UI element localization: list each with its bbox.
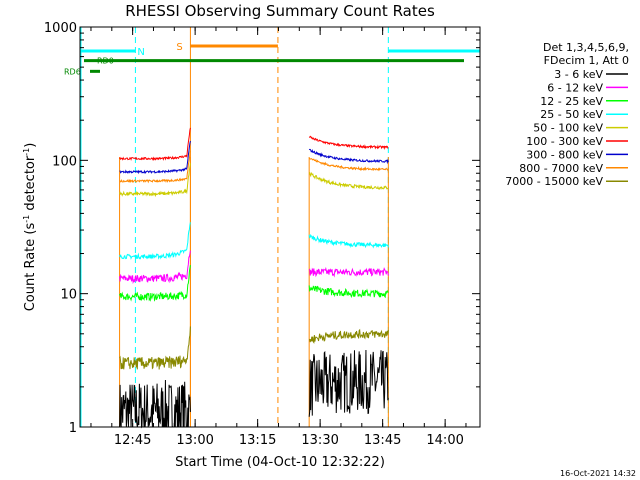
- y-tick-label: 100: [52, 154, 77, 169]
- series-line-3-segment-0: [119, 222, 191, 261]
- series-line-6-segment-0: [119, 140, 191, 175]
- night-flag-label: N: [137, 47, 144, 58]
- plot-frame: [79, 26, 481, 428]
- legend-entry-label: 800 - 7000 keV: [519, 162, 603, 175]
- series-line-3-segment-1: [308, 233, 389, 249]
- plot-area: N S RD0 RD6 12:45 13:00 13:15 13:30 13:45 14:00 1…: [44, 21, 481, 448]
- y-tick-label: 1: [69, 421, 77, 436]
- series-line-2-segment-0: [119, 265, 191, 302]
- legend-entry-label: 300 - 800 keV: [526, 148, 603, 161]
- x-tick-label: 14:00: [426, 433, 463, 448]
- y-tick-label: 1000: [44, 21, 77, 36]
- series-line-2-segment-1: [308, 285, 389, 299]
- y-tick-label: 10: [60, 288, 77, 303]
- series-line-7-segment-0: [119, 150, 191, 184]
- rd0-flag-label: RD0: [97, 57, 114, 66]
- legend-entry-label: 25 - 50 keV: [540, 108, 603, 121]
- series-line-1-segment-1: [308, 266, 389, 278]
- legend-header-line-1: Det 1,3,4,5,6,9,: [543, 41, 629, 54]
- rd6-flag-label: RD6: [64, 67, 81, 76]
- y-axis-label: Count Rate (s-1 detector-1): [22, 143, 38, 312]
- legend-entry-label: 7000 - 15000 keV: [505, 175, 603, 188]
- series-line-8-segment-0: [119, 326, 191, 370]
- legend-entry-label: 50 - 100 keV: [533, 122, 603, 135]
- legend-entry-label: 100 - 300 keV: [526, 135, 603, 148]
- series-line-5-segment-0: [119, 127, 191, 161]
- saa-flag-label: S: [176, 42, 182, 53]
- series-line-4-segment-0: [119, 163, 191, 198]
- legend: Det 1,3,4,5,6,9, FDecim 1, Att 0 3 - 6 k…: [505, 41, 629, 188]
- series-line-1-segment-0: [119, 250, 191, 284]
- x-tick-label: 13:15: [239, 433, 276, 448]
- x-tick-label: 12:45: [114, 433, 151, 448]
- chart-title: RHESSI Observing Summary Count Rates: [125, 2, 435, 20]
- series-line-5-segment-1: [308, 135, 389, 150]
- x-tick-label: 13:45: [364, 433, 401, 448]
- legend-entry-label: 3 - 6 keV: [554, 68, 603, 81]
- x-tick-label: 13:00: [176, 433, 213, 448]
- series-line-6-segment-1: [308, 148, 389, 165]
- legend-entry-label: 12 - 25 keV: [540, 95, 603, 108]
- series-line-7-segment-1: [308, 157, 389, 172]
- series-line-0-segment-1: [308, 350, 389, 417]
- footer-date: 16-Oct-2021 14:32: [560, 469, 636, 478]
- x-tick-label: 13:30: [301, 433, 338, 448]
- x-axis-label: Start Time (04-Oct-10 12:32:22): [175, 455, 385, 470]
- series-line-4-segment-1: [308, 171, 389, 191]
- series-line-8-segment-1: [309, 328, 389, 344]
- legend-header-line-2: FDecim 1, Att 0: [544, 54, 629, 67]
- series-line-0-segment-0: [119, 380, 191, 429]
- legend-entry-label: 6 - 12 keV: [547, 81, 603, 94]
